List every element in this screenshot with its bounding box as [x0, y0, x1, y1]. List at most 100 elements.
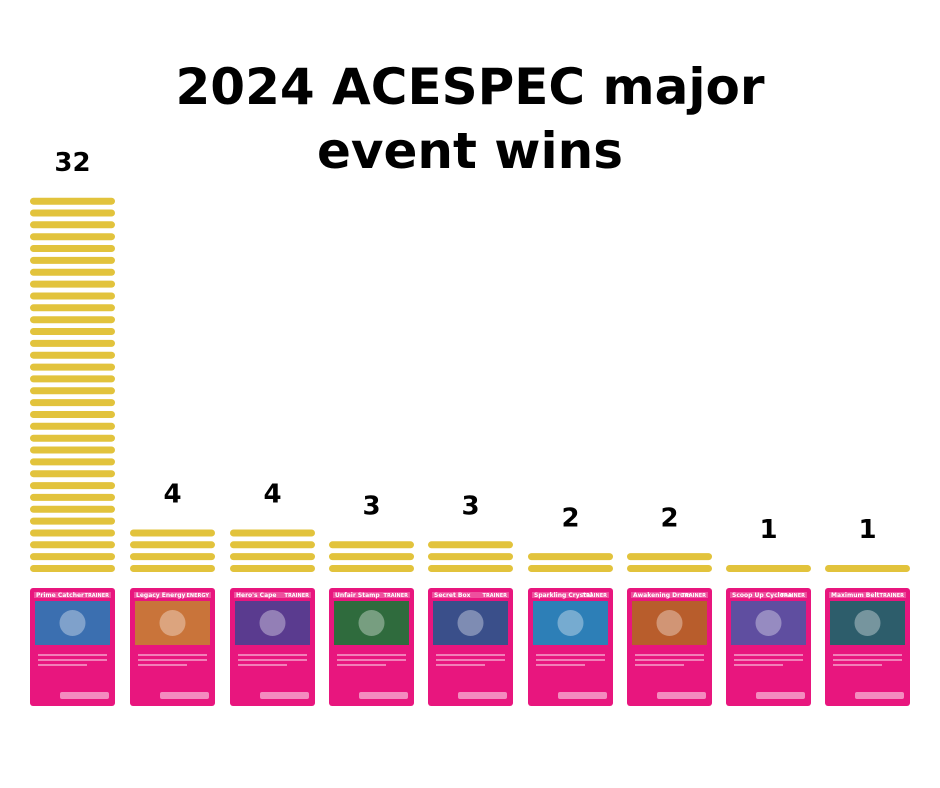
card-text-line: [238, 664, 287, 666]
bar-stripe: [30, 470, 115, 478]
bar-2: [130, 529, 215, 572]
card-text-line: [635, 664, 684, 666]
bar-stripe: [30, 351, 115, 359]
card-type: TRAINER: [384, 593, 409, 599]
card-art-item: [457, 610, 484, 636]
chart-title: 2024 ACESPEC major event wins: [175, 58, 765, 180]
bar-stripe: [30, 517, 115, 525]
data-label: 2: [561, 503, 579, 533]
bar-stripe: [528, 565, 613, 572]
bar-stripe: [30, 256, 115, 264]
card-art-item: [755, 610, 782, 636]
card-rule-box: [756, 692, 805, 699]
bar-stripe: [825, 565, 910, 572]
card-rule-box: [60, 692, 109, 699]
card-art: [235, 601, 310, 645]
bar-1: [30, 197, 115, 572]
bar-stripe: [30, 458, 115, 466]
card-text-line: [536, 664, 585, 666]
card-header: [532, 592, 609, 598]
card-type: TRAINER: [285, 593, 310, 599]
bar-stripe: [329, 565, 414, 572]
card-text-line: [436, 654, 505, 656]
card-text-line: [734, 664, 783, 666]
card-art: [533, 601, 608, 645]
card-art-item: [259, 610, 286, 636]
bar-stripe: [329, 553, 414, 561]
card-type: TRAINER: [483, 593, 508, 599]
card-image: Maximum Belt TRAINER: [825, 588, 910, 706]
bar-stripe: [130, 553, 215, 561]
card-text-line: [337, 664, 386, 666]
data-label: 4: [263, 480, 281, 510]
card-name: Maximum Belt: [831, 592, 880, 599]
bar-stripe: [30, 268, 115, 276]
card-type: TRAINER: [682, 593, 707, 599]
bar-stripe: [30, 411, 115, 418]
card-name: Secret Box: [434, 592, 471, 599]
card-name: Unfair Stamp: [335, 592, 380, 599]
card-art: [35, 601, 110, 645]
bar-stripe: [428, 541, 513, 549]
card-image: Hero's Cape TRAINER: [230, 588, 315, 706]
card-name: Scoop Up Cyclone: [732, 592, 792, 599]
card-text-line: [734, 654, 803, 656]
card-text-line: [238, 659, 307, 661]
bar-stripe: [230, 541, 315, 549]
card-name: Hero's Cape: [236, 592, 277, 599]
card-text-line: [337, 654, 406, 656]
data-label: 1: [759, 515, 777, 545]
card-type: TRAINER: [880, 593, 905, 599]
data-label: 1: [858, 515, 876, 545]
bar-8: [726, 565, 811, 572]
card-art-item: [59, 610, 86, 636]
card-art: [830, 601, 905, 645]
card-text-line: [337, 659, 406, 661]
card-text-line: [436, 659, 505, 661]
bar-stripe: [30, 434, 115, 442]
card-art-item: [656, 610, 683, 636]
card-image: Prime Catcher TRAINER: [30, 588, 115, 706]
bar-stripe: [30, 493, 115, 501]
card-header: [432, 592, 509, 598]
bar-3: [230, 529, 315, 572]
card-header: [730, 592, 807, 598]
card-type: TRAINER: [781, 593, 806, 599]
card-name: Legacy Energy: [136, 592, 185, 599]
card-rule-box: [558, 692, 607, 699]
bar-stripe: [30, 245, 115, 252]
card-rule-box: [657, 692, 706, 699]
bar-stripe: [30, 529, 115, 537]
card-header: [333, 592, 410, 598]
bar-stripe: [30, 565, 115, 572]
bar-stripe: [30, 553, 115, 561]
bar-stripe: [30, 304, 115, 312]
bar-stripe: [428, 565, 513, 572]
card-header: [134, 592, 211, 598]
card-text-line: [833, 664, 882, 666]
data-label: 3: [362, 492, 380, 522]
bar-stripe: [329, 541, 414, 549]
card-rule-box: [458, 692, 507, 699]
bar-stripe: [230, 529, 315, 537]
bar-stripe: [30, 422, 115, 430]
bar-stripe: [30, 375, 115, 383]
card-text-line: [734, 659, 803, 661]
bar-stripe: [30, 233, 115, 241]
bar-stripe: [130, 565, 215, 572]
bar-4: [329, 541, 414, 572]
card-header: [631, 592, 708, 598]
bar-stripe: [30, 482, 115, 490]
bar-stripe: [130, 529, 215, 537]
bar-9: [825, 565, 910, 572]
bar-stripe: [627, 553, 712, 561]
card-header: [34, 592, 111, 598]
bar-stripe: [726, 565, 811, 572]
bar-stripe: [230, 565, 315, 572]
bar-stripe: [30, 505, 115, 513]
card-image: Secret Box TRAINER: [428, 588, 513, 706]
bar-stripe: [528, 553, 613, 561]
card-rule-box: [359, 692, 408, 699]
bar-7: [627, 553, 712, 572]
